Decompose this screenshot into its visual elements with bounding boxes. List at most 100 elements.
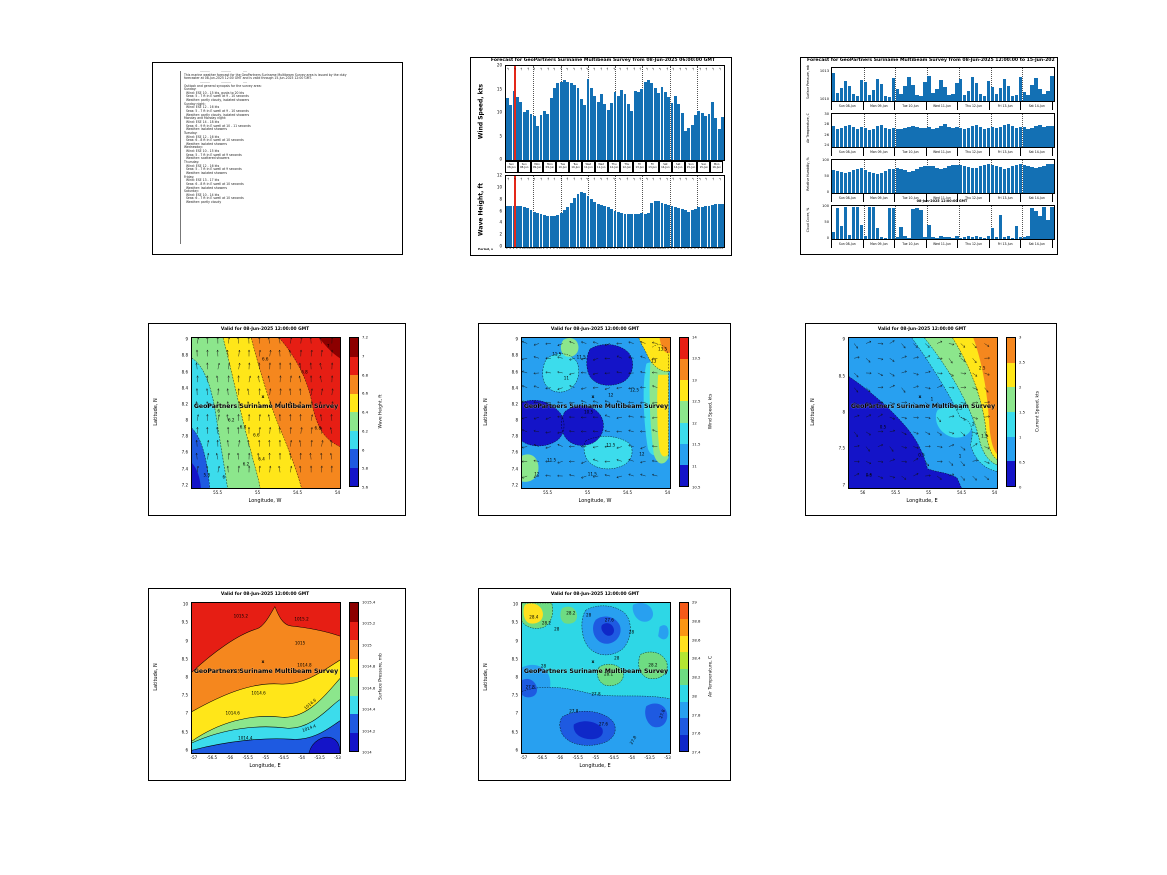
quiver-arrow [278,338,281,344]
quiver-arrow [593,400,599,403]
quiver-arrow [319,338,322,344]
bar [851,127,856,147]
y-tick-label: 5 [499,133,502,138]
y-tick-label: 1013 [819,68,829,73]
bar [680,113,684,160]
quiver-arrow [557,443,563,447]
colorbar-segment [680,734,688,751]
quiver-arrow [206,401,209,408]
quiver-arrow [972,459,978,462]
quiver-arrow [258,440,261,447]
quiver-arrow [196,465,199,473]
bar [566,206,570,247]
quiver-arrow [865,461,871,465]
quiver-arrow [522,370,528,374]
bar [847,235,852,239]
quiver-arrow [937,460,943,463]
contour-label: 6.2 [242,461,250,467]
bar-series [506,66,724,160]
direction-arrow: → [631,67,636,71]
day-label: Mon 09-Jun [862,102,895,110]
bar [998,214,1003,239]
current-contour-svg [849,338,997,488]
period-value: 8 [687,247,689,250]
map-title: Valid for 08-Jun-2025 12:00:00 GMT [877,327,967,332]
survey-watermark: GeoPartners Suriname Multibeam Survey [193,667,339,675]
temperature-y-ticks: 30 28 26 24 [815,112,830,147]
x-axis-label: Longitude, E [579,763,611,769]
y-tick-label: 0 [499,243,502,249]
colorbar-tick: 1015.4 [362,599,376,605]
bar [871,207,876,239]
bar [919,128,923,147]
bar [643,213,647,247]
longitude-tick: -56 [556,755,564,760]
wave-period-label: Period, s [478,247,493,251]
contour-label: 6.8 [301,369,308,375]
y-tick-label: 1010 [819,97,829,102]
document-line: Wind: ESE 10 - 15 kts [184,149,220,154]
quiver-arrow [267,414,270,421]
colorbar [679,337,689,487]
quiver-arrow [854,356,860,359]
bar [637,92,640,160]
date-box: Tue 10-Jun [556,161,570,173]
latitude-tick: 6.5 [511,729,518,735]
date-value: 08-Jun [520,166,529,170]
period-value: 10 [656,247,660,250]
longitude-ticks: 56 55.5 55 54.5 54 [848,490,997,496]
period-value: 8 [623,247,626,250]
contour-label: 27.8 [525,684,535,690]
bar [1018,237,1022,239]
quiver-arrow [865,473,872,477]
quiver-arrow [248,414,251,421]
quiver-arrow [269,349,272,357]
quiver-arrow [937,357,943,360]
quiver-arrow [545,387,551,390]
bar [907,126,911,147]
quiver-arrow [581,461,587,465]
bar [660,86,664,160]
quiver-arrow [948,358,953,364]
quiver-arrow [640,355,646,359]
bar [871,172,876,193]
quiver-arrow [652,459,658,463]
document-line: Seas: 6 - 8 ft in E swell at 10 seconds [184,181,244,186]
bar [536,212,540,247]
period-value: 9 [546,247,548,250]
contour-label: 28.2 [648,662,658,668]
bar [519,101,523,160]
contour-label: 28 [554,626,560,632]
colorbar-tick: 1015.2 [362,620,376,626]
bar [593,96,597,160]
bar [1002,125,1007,147]
period-value: 10 [662,247,667,250]
bar [707,113,711,160]
bar [847,172,852,193]
y-axis-label: Latitude, N [810,398,816,426]
bar [939,236,943,239]
date-day: Fri [638,163,642,166]
quiver-arrow [652,416,658,420]
date-box: Fri 13-Jun [646,161,659,173]
colorbar-tick: 28.6 [692,637,701,642]
bar [657,93,661,160]
bar [1042,165,1046,193]
latitude-tick: 9 [515,336,518,342]
day-label-row: Sun 08-Jun Mon 09-Jun Tue 10-Jun Wed 11-Jun… [831,101,1054,110]
document-line: Wind: ESE 12 - 16 kts [184,134,220,139]
quiver-arrow [279,401,282,408]
quiver-arrow [226,465,229,473]
bar [1006,236,1011,239]
bar [1050,75,1054,101]
bar [986,163,991,193]
map-title: Valid for 08-Jun-2025 12:00:00 GMT [220,327,310,332]
document-line: Weather: isolated showers [184,127,227,132]
colorbar-tick: 1014.4 [362,706,376,712]
quiver-arrow [604,387,611,391]
survey-watermark: GeoPartners Suriname Multibeam Survey [523,667,669,675]
quiver-arrow [854,460,860,463]
quiver-arrow [865,414,872,418]
period-value: 10 [585,247,589,250]
bar [966,128,971,147]
